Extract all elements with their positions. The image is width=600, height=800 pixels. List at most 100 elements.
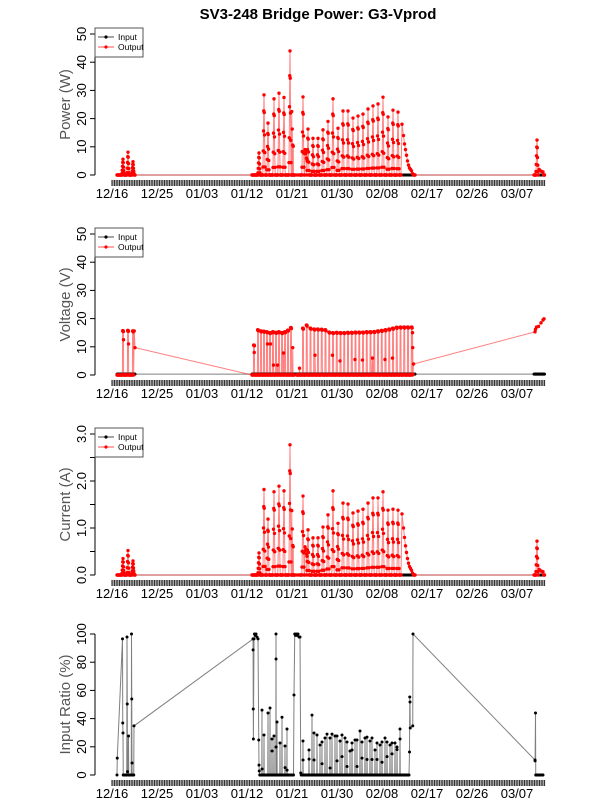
data-point bbox=[335, 759, 339, 763]
data-point bbox=[386, 540, 391, 545]
data-point bbox=[316, 536, 320, 540]
data-point bbox=[365, 573, 369, 577]
data-point bbox=[362, 566, 366, 571]
data-point bbox=[360, 537, 365, 541]
data-point bbox=[346, 502, 350, 506]
series-output bbox=[115, 443, 547, 577]
data-point bbox=[291, 545, 295, 549]
data-point bbox=[385, 141, 390, 145]
data-point bbox=[131, 373, 136, 377]
data-point bbox=[277, 91, 281, 95]
data-point bbox=[321, 525, 325, 529]
data-point bbox=[312, 758, 316, 762]
data-point bbox=[371, 534, 376, 539]
data-point bbox=[369, 331, 373, 335]
data-point bbox=[121, 731, 125, 735]
data-point bbox=[360, 358, 365, 362]
data-point bbox=[356, 127, 360, 131]
data-point bbox=[386, 115, 390, 119]
data-point bbox=[383, 736, 387, 740]
data-point bbox=[371, 513, 375, 517]
x-tick-label: 01/03 bbox=[186, 586, 219, 601]
data-point bbox=[335, 573, 339, 577]
data-point bbox=[262, 133, 267, 137]
data-point bbox=[312, 169, 316, 174]
data-point bbox=[350, 173, 354, 177]
data-point bbox=[288, 443, 292, 447]
data-point bbox=[399, 326, 403, 330]
data-point bbox=[407, 773, 411, 777]
data-point bbox=[310, 713, 314, 717]
data-point bbox=[381, 490, 385, 494]
data-point bbox=[404, 550, 409, 555]
data-point bbox=[375, 741, 379, 745]
panel-power: 0 10 20 30 40 50 Power (W) 12/16 12/25 01/03 01/12… bbox=[57, 27, 547, 201]
data-point bbox=[342, 553, 346, 557]
data-point bbox=[266, 121, 270, 125]
data-point bbox=[366, 517, 370, 521]
data-point bbox=[132, 329, 136, 333]
data-point bbox=[352, 567, 356, 571]
data-point bbox=[542, 173, 547, 177]
data-point bbox=[326, 513, 330, 517]
data-point bbox=[381, 531, 386, 536]
data-point bbox=[300, 173, 304, 177]
data-point bbox=[336, 149, 341, 154]
data-point bbox=[396, 540, 401, 545]
data-point bbox=[366, 501, 370, 505]
data-point bbox=[346, 517, 350, 522]
x-tick-label: 01/30 bbox=[321, 186, 354, 201]
data-point bbox=[336, 136, 340, 141]
data-point bbox=[316, 328, 321, 332]
x-tick-strip bbox=[112, 780, 545, 786]
data-point bbox=[340, 733, 344, 737]
data-point bbox=[316, 144, 320, 149]
data-point bbox=[365, 735, 369, 739]
data-point bbox=[293, 173, 297, 177]
data-point bbox=[302, 551, 306, 555]
data-point bbox=[409, 169, 414, 173]
data-point bbox=[347, 155, 351, 159]
legend-label: Output bbox=[118, 442, 144, 452]
data-point bbox=[390, 752, 394, 756]
y-tick-label: 0.0 bbox=[74, 566, 89, 584]
x-tick-label: 02/08 bbox=[366, 586, 399, 601]
data-point bbox=[126, 554, 130, 558]
data-point bbox=[325, 732, 329, 736]
data-point bbox=[278, 548, 282, 552]
data-point bbox=[131, 559, 135, 563]
data-point bbox=[126, 329, 131, 334]
y-tick-label: 20 bbox=[74, 740, 89, 754]
data-point bbox=[381, 508, 385, 512]
data-point bbox=[277, 109, 281, 113]
data-point bbox=[361, 142, 366, 147]
data-point bbox=[317, 562, 321, 567]
data-point bbox=[127, 734, 130, 738]
data-point bbox=[535, 146, 539, 150]
data-point bbox=[305, 554, 309, 558]
data-point bbox=[362, 156, 366, 160]
data-point bbox=[385, 573, 389, 577]
y-tick-label: 2.0 bbox=[74, 472, 89, 490]
legend-point-swatch bbox=[104, 245, 108, 249]
data-point bbox=[355, 738, 359, 742]
data-point bbox=[351, 144, 356, 149]
data-point bbox=[283, 549, 287, 554]
data-point bbox=[366, 140, 371, 144]
data-point bbox=[115, 773, 119, 777]
x-tick-label: 01/30 bbox=[321, 786, 354, 800]
data-point bbox=[346, 109, 350, 113]
data-point bbox=[340, 755, 344, 759]
data-point bbox=[121, 165, 126, 169]
data-point bbox=[323, 736, 327, 740]
data-point bbox=[287, 534, 291, 538]
y-tick-label: 50 bbox=[74, 27, 89, 41]
data-point bbox=[313, 353, 317, 357]
data-point bbox=[126, 561, 131, 565]
data-point bbox=[370, 135, 375, 139]
data-point bbox=[350, 539, 355, 543]
data-point bbox=[338, 739, 342, 743]
data-point bbox=[310, 173, 314, 177]
data-point bbox=[301, 494, 305, 498]
